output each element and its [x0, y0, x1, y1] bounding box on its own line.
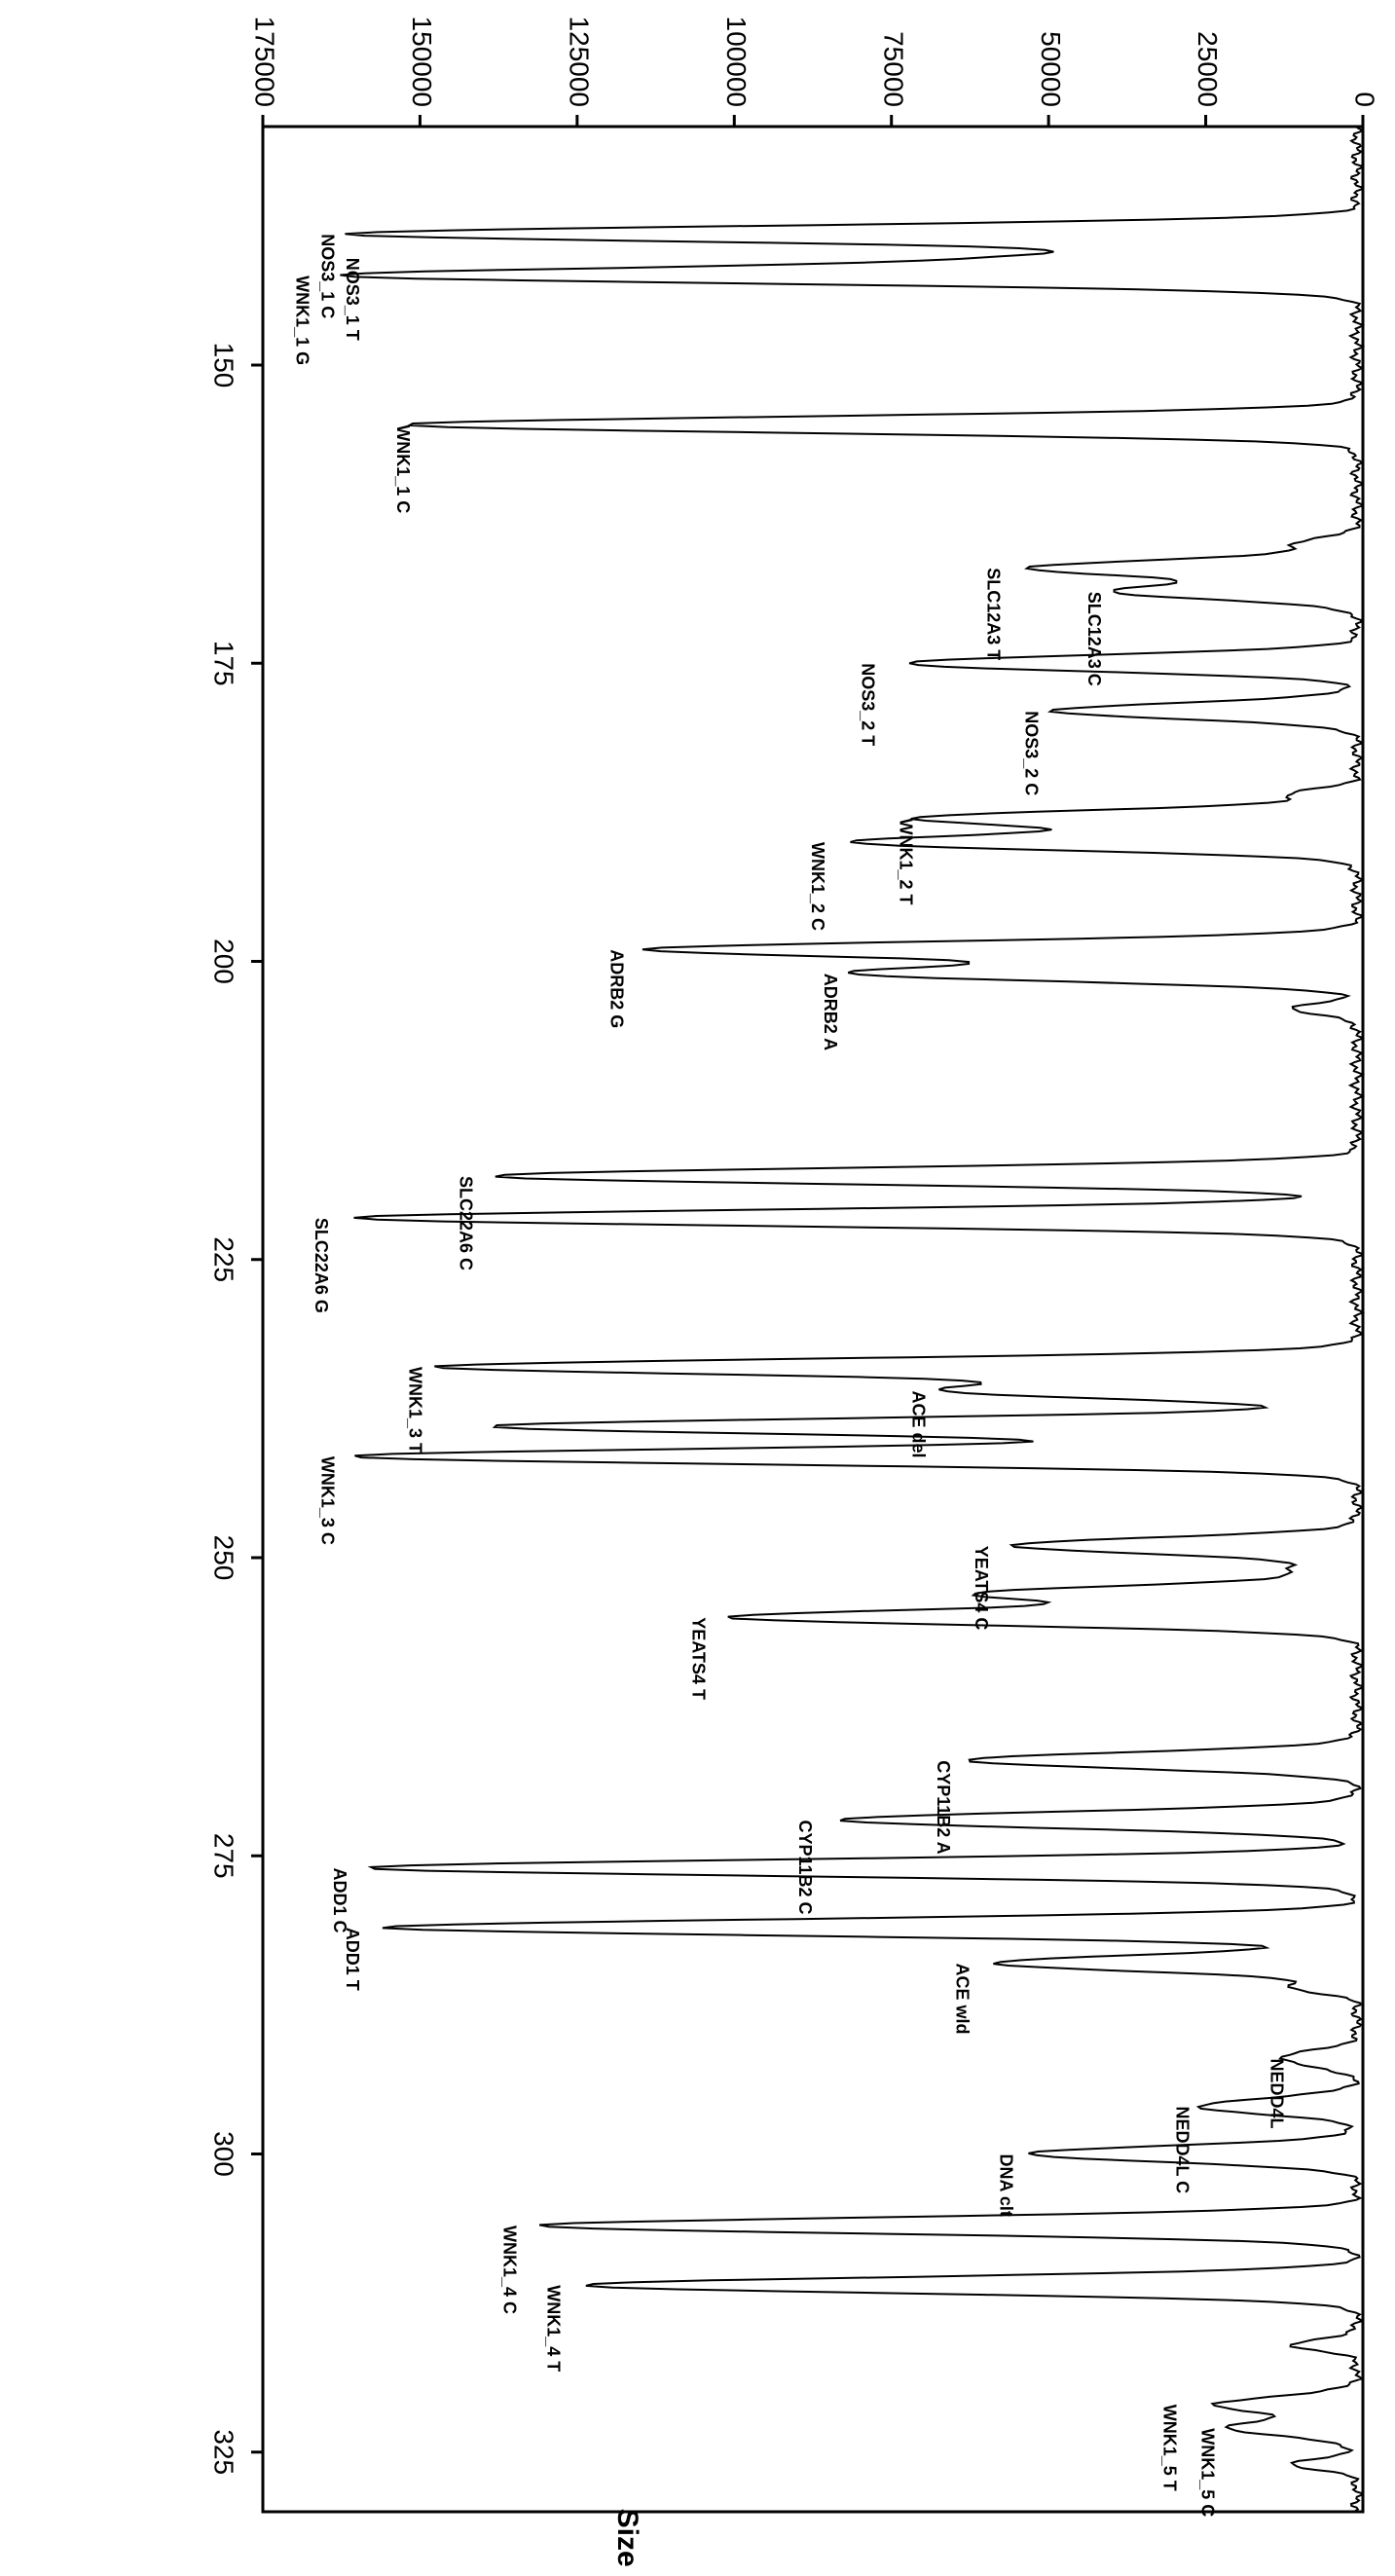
peak-label: NOS3_1 T	[343, 258, 362, 341]
x-axis-label: Size (nt)	[611, 2509, 643, 2576]
y-tick-label: 100000	[721, 17, 752, 107]
plot-frame	[263, 127, 1363, 2512]
x-tick-label: 200	[209, 938, 239, 984]
peak-label: WNK1_4 T	[544, 2285, 564, 2372]
y-tick-label: 50000	[1036, 31, 1066, 107]
peak-label: ADD1 T	[343, 1928, 362, 1991]
x-tick-label: 325	[209, 2429, 239, 2475]
y-tick-label: 125000	[564, 17, 594, 107]
y-tick-label: 75000	[878, 31, 908, 107]
peak-label: SLC22A6 G	[312, 1218, 331, 1313]
peak-label: NOS3_1 C	[317, 234, 337, 318]
x-tick-label: 300	[209, 2131, 239, 2177]
y-tick-label: 150000	[407, 17, 437, 107]
x-tick-label: 150	[209, 343, 239, 388]
x-tick-label: 225	[209, 1236, 239, 1282]
peak-label: NEDD4L C	[1172, 2107, 1192, 2194]
electropherogram-chart: 150 175 200 225 250 275 300 325 0 25000 50000 75000…	[0, 0, 1395, 2576]
peak-label: SLC12A3 T	[984, 568, 1004, 660]
peak-label: WNK1_3 C	[317, 1456, 337, 1545]
y-tick-label: 0	[1350, 92, 1380, 107]
peak-label: ACE del	[908, 1391, 928, 1458]
peak-label: DNA clt	[997, 2154, 1016, 2217]
peak-label: ADRB2 G	[606, 949, 626, 1028]
x-tick-label: 175	[209, 641, 239, 686]
peak-label: WNK1_3 T	[406, 1367, 425, 1454]
y-tick-label: 25000	[1193, 31, 1223, 107]
peak-label: CYP11B2 C	[795, 1821, 815, 1915]
peak-label: CYP11B2 A	[934, 1760, 953, 1854]
peak-label: YEATS4 C	[972, 1546, 991, 1631]
peak-label: SLC22A6 C	[456, 1176, 475, 1270]
x-tick-label: 275	[209, 1833, 239, 1879]
peak-label: YEATS4 T	[688, 1617, 708, 1700]
peak-label: NOS3_2 C	[1021, 711, 1041, 795]
peak-label: WNK1_5 T	[1160, 2405, 1180, 2491]
peak-label: NOS3_2 T	[859, 663, 878, 746]
peak-label: NEDD4L	[1267, 2059, 1286, 2129]
x-tick-label: 250	[209, 1535, 239, 1581]
peak-label: WNK1_2 C	[808, 842, 827, 931]
y-tick-label: 175000	[250, 17, 280, 107]
peak-label: SLC12A3 C	[1084, 592, 1104, 686]
peak-label: WNK1_4 C	[500, 2226, 520, 2314]
peak-label: WNK1_1 G	[292, 276, 312, 365]
peak-label: WNK1_5 C	[1197, 2428, 1217, 2517]
peak-label: ADD1 C	[330, 1868, 349, 1933]
electropherogram-trace	[340, 127, 1363, 2512]
peak-label: ADRB2 A	[821, 974, 840, 1050]
peak-label: WNK1_1 C	[393, 424, 413, 513]
peak-label: WNK1_2 T	[896, 819, 915, 905]
peak-label: ACE wld	[952, 1964, 972, 2035]
